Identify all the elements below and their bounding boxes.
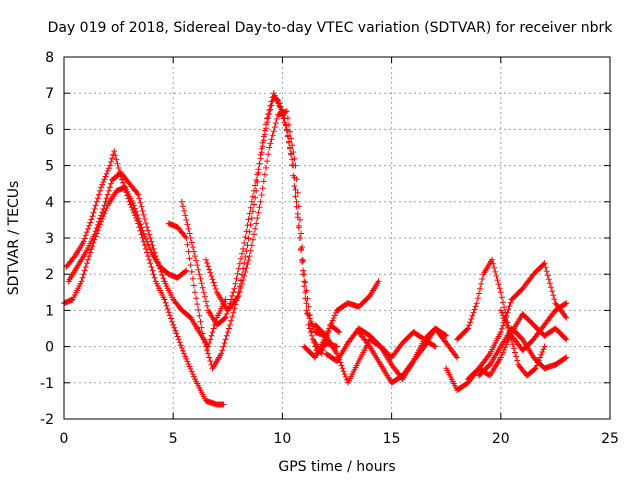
y-axis-label: SDTVAR / TECUs: [6, 181, 22, 296]
x-tick-labels: 0 5 10 15 20 25: [60, 431, 619, 447]
y-tick-labels: -2 -1 0 1 2 3 4 5 6 7 8: [40, 50, 54, 428]
y-tick-label: 7: [45, 86, 54, 102]
series-markers: [63, 148, 227, 408]
satellite-track-2: [63, 148, 227, 408]
series-markers: [203, 108, 343, 357]
x-tick-label: 25: [601, 431, 619, 447]
satellite-track-6: [203, 108, 343, 357]
x-tick-label: 5: [169, 431, 178, 447]
satellite-track-14: [476, 325, 570, 379]
series-markers: [476, 325, 570, 379]
series-markers: [178, 93, 340, 357]
series-markers: [301, 278, 382, 361]
satellite-track-5: [178, 93, 340, 357]
y-tick-label: 2: [45, 267, 54, 283]
y-tick-label: -1: [40, 376, 54, 392]
satellite-track-13: [465, 260, 570, 383]
satellite-track-15: [497, 300, 570, 354]
x-axis-label: GPS time / hours: [278, 459, 395, 475]
y-tick-label: 0: [45, 340, 54, 356]
x-tick-label: 0: [60, 431, 69, 447]
series-markers: [465, 260, 570, 383]
y-tick-label: 6: [45, 122, 54, 138]
chart-title: Day 019 of 2018, Sidereal Day-to-day VTE…: [48, 20, 614, 36]
y-tick-label: 5: [45, 159, 54, 175]
satellite-track-10: [355, 325, 461, 386]
series-markers: [497, 300, 570, 354]
plot-frame: [63, 56, 611, 420]
data-points: [61, 90, 570, 408]
series-markers: [355, 325, 461, 386]
x-tick-label: 10: [273, 431, 291, 447]
y-tick-label: 1: [45, 303, 54, 319]
y-tick-label: 4: [45, 195, 54, 211]
x-tick-label: 15: [383, 431, 401, 447]
y-tick-label: -2: [40, 412, 54, 428]
y-tick-label: 8: [45, 50, 54, 66]
x-tick-label: 20: [492, 431, 510, 447]
y-tick-label: 3: [45, 231, 54, 247]
satellite-track-7: [301, 278, 382, 361]
